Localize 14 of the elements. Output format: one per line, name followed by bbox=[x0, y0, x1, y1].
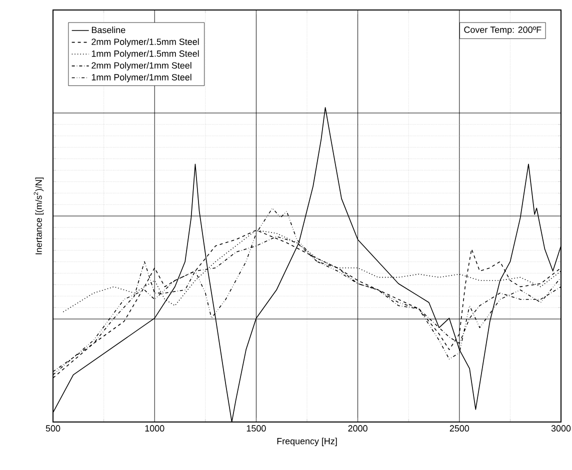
x-axis-title: Frequency [Hz] bbox=[277, 438, 337, 446]
legend-label: 1mm Polymer/1.5mm Steel bbox=[92, 50, 199, 59]
legend-label: 2mm Polymer/1.5mm Steel bbox=[92, 38, 199, 47]
y-axis-title: Inertance [(m/s$^{2}$)/N] bbox=[34, 178, 44, 254]
legend-label: Baseline bbox=[92, 26, 126, 34]
legend-label: 1mm Polymer/1mm Steel bbox=[92, 74, 192, 82]
x-tick-label: 2500 bbox=[450, 425, 470, 432]
x-tick-label: 1000 bbox=[145, 425, 164, 432]
x-tick-label: 1500 bbox=[246, 425, 266, 432]
x-tick-label: 2000 bbox=[348, 425, 368, 432]
x-tick-label: 3000 bbox=[551, 425, 571, 432]
legend-label: 2mm Polymer/1mm Steel bbox=[92, 62, 192, 70]
x-tick-label: 500 bbox=[46, 425, 60, 432]
text: Cover Temp: 200ºF bbox=[464, 26, 542, 35]
